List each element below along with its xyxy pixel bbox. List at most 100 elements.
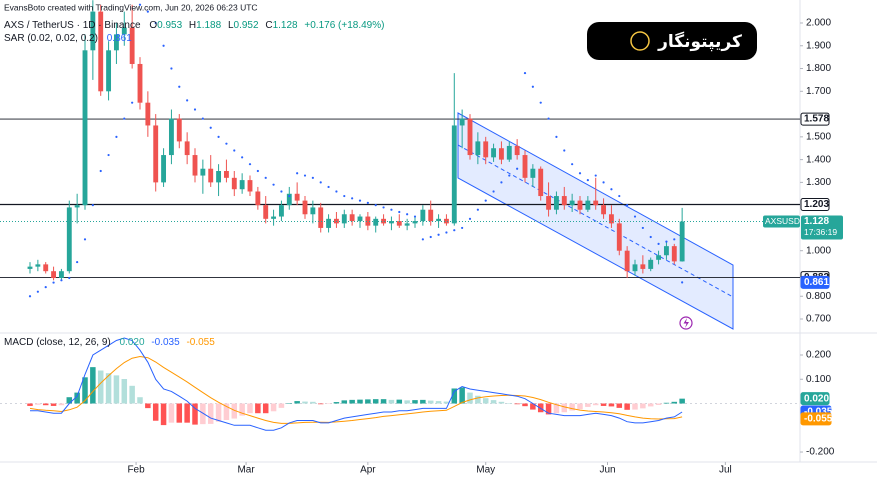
- signal-value: -0.055: [186, 337, 215, 348]
- histogram-bar: [137, 397, 143, 404]
- candle-body: [553, 196, 559, 210]
- histogram-bar: [286, 403, 293, 404]
- histogram-bar: [655, 403, 662, 405]
- histogram-bar: [113, 375, 120, 404]
- sar-dot: [241, 156, 244, 159]
- y-tick-label: 1.700: [806, 86, 831, 97]
- candle-body: [663, 246, 669, 256]
- sar-dot: [288, 194, 291, 198]
- histogram-bar: [577, 403, 583, 410]
- sar-dot: [468, 217, 472, 220]
- candle-body: [388, 221, 394, 224]
- macd-line: [30, 337, 683, 431]
- histogram-bar: [514, 403, 520, 405]
- sar-dot: [76, 260, 79, 264]
- candle-body: [286, 193, 292, 206]
- sar-dot: [115, 135, 118, 138]
- candle-body: [35, 264, 41, 267]
- symbol-label: AXSUSDT: [765, 216, 805, 226]
- histogram-bar: [66, 397, 73, 404]
- histogram-bar: [215, 403, 222, 422]
- histogram-bar: [427, 400, 434, 404]
- sar-dot: [217, 135, 220, 138]
- sar-dot: [131, 101, 134, 104]
- histogram-bar: [278, 403, 285, 408]
- histogram-bar: [372, 399, 379, 404]
- o-value: 0.953: [157, 20, 182, 31]
- sar-dot: [162, 44, 165, 47]
- candle-body: [161, 155, 167, 183]
- histogram-bar: [310, 401, 316, 404]
- sar-dot: [594, 174, 597, 177]
- histogram-bar: [490, 400, 497, 404]
- candle-body: [278, 205, 284, 217]
- o-label: O: [149, 20, 157, 31]
- candle-body: [223, 171, 229, 178]
- y-tick-label: 2.000: [806, 18, 831, 29]
- candle-body: [679, 221, 685, 262]
- symbol-header: AXS / TetherUS · 1D · Binance O0.953 H1.…: [4, 20, 384, 31]
- sar-dot: [390, 208, 393, 211]
- candle-body: [184, 141, 190, 156]
- badge-logo: [630, 31, 650, 51]
- sar-dot: [571, 163, 574, 166]
- candle-body: [443, 218, 449, 224]
- sar-dot: [453, 229, 456, 232]
- sar-dot: [461, 226, 464, 230]
- histogram-bar: [200, 403, 206, 425]
- histogram-bar: [561, 403, 568, 413]
- c-label: C: [265, 20, 272, 31]
- candle-body: [530, 168, 536, 178]
- candle-body: [608, 214, 614, 224]
- sar-label: 0.861: [804, 277, 829, 288]
- level-label: 1.203: [804, 199, 829, 210]
- histogram-bar: [498, 401, 505, 404]
- histogram-bar: [624, 403, 630, 410]
- candle-body: [498, 148, 504, 160]
- candle-body: [569, 200, 575, 206]
- candle-body: [632, 264, 638, 272]
- y-tick-label: -0.200: [806, 447, 835, 458]
- sar-dot: [618, 194, 621, 198]
- sar-dot: [531, 85, 534, 88]
- sar-dot: [665, 240, 668, 243]
- sar-dot: [626, 204, 629, 207]
- sar-label-box: [800, 275, 830, 289]
- sar-dot: [421, 238, 424, 241]
- signal-line: [29, 355, 683, 424]
- candle-body: [420, 209, 426, 222]
- y-tick-label: 1.000: [806, 245, 831, 256]
- histogram-bar: [317, 403, 324, 405]
- histogram-bar: [294, 401, 300, 404]
- histogram-bar: [302, 401, 308, 404]
- candle-body: [593, 200, 599, 206]
- sar-dot: [547, 117, 550, 120]
- histogram-bar: [82, 377, 88, 404]
- candle-body: [459, 118, 465, 126]
- sar-dot: [311, 176, 314, 179]
- histogram-bar: [333, 402, 340, 404]
- candle-body: [404, 223, 410, 226]
- candle-body: [98, 11, 104, 92]
- histogram-bar: [223, 403, 230, 421]
- histogram-bar: [192, 403, 198, 425]
- candle-body: [601, 205, 607, 215]
- candle-body: [247, 180, 253, 192]
- candle-body: [561, 196, 567, 206]
- sar-dot: [44, 286, 47, 289]
- candle-body: [239, 180, 245, 190]
- level-label-box: [800, 112, 830, 126]
- candle-body: [58, 271, 64, 279]
- sar-dot: [343, 194, 346, 198]
- sar-dot: [83, 238, 87, 241]
- histogram-bar: [459, 387, 465, 404]
- histogram-bar: [569, 403, 575, 411]
- sar-dot: [476, 208, 479, 211]
- histogram-bar: [420, 399, 426, 404]
- sar-dot: [500, 181, 503, 184]
- histogram-bar: [380, 399, 387, 404]
- candle-body: [302, 200, 308, 215]
- sar-dot: [91, 204, 94, 207]
- candle-body: [412, 221, 418, 224]
- candle-body: [522, 155, 528, 178]
